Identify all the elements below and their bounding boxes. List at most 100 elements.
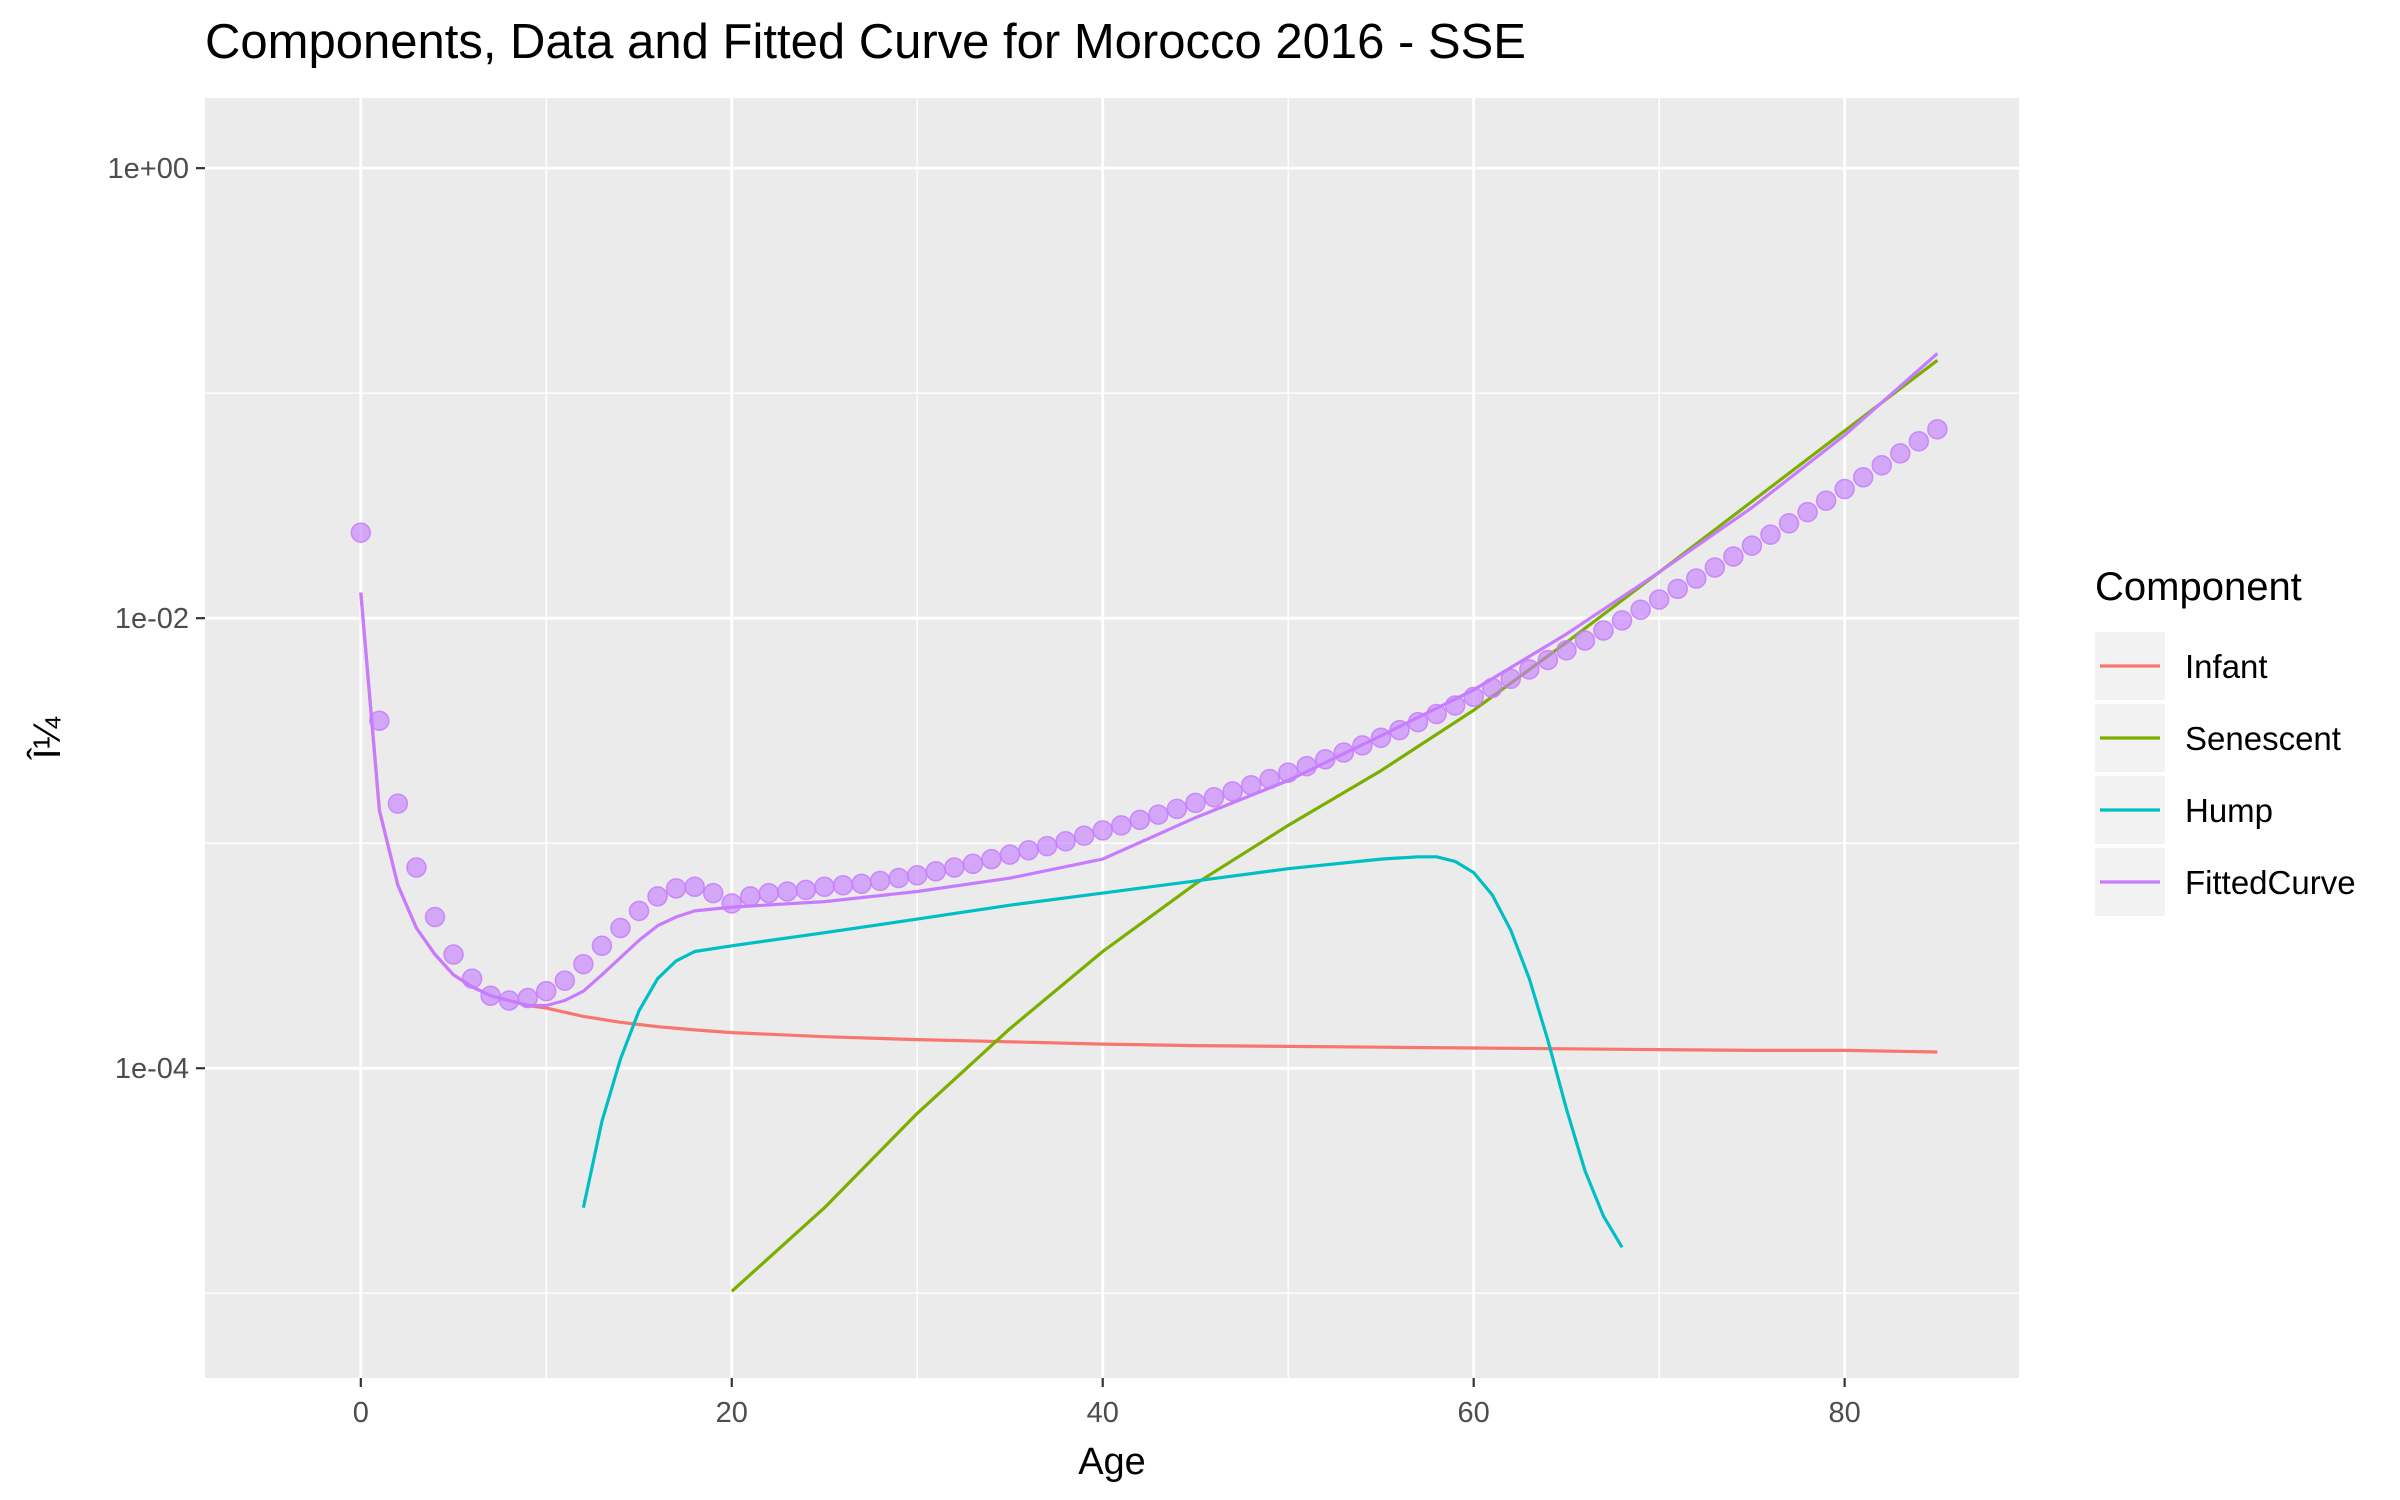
data-point [647, 886, 668, 907]
data-point [702, 882, 724, 904]
data-point [999, 844, 1021, 865]
y-tick-label: 1e-02 [115, 603, 189, 635]
legend-label-hump: Hump [2185, 792, 2273, 829]
data-point [906, 865, 928, 886]
data-point [1259, 768, 1280, 790]
data-point [573, 953, 594, 975]
x-tick-label: 0 [353, 1397, 369, 1429]
y-axis: 1e-04 1e-02 1e+00 [108, 153, 205, 1085]
data-point [424, 906, 446, 928]
data-point [1352, 735, 1373, 756]
x-tick-label: 60 [1458, 1397, 1490, 1429]
x-axis: 0 20 40 60 80 [353, 1378, 1861, 1429]
data-point [1222, 781, 1243, 802]
data-point [1890, 443, 1911, 464]
data-point [1426, 703, 1447, 725]
legend-items: Infant Senescent Hump FittedCurve [2095, 632, 2356, 916]
data-point [1333, 742, 1355, 763]
data-point [591, 935, 613, 957]
x-tick-label: 80 [1829, 1397, 1861, 1429]
data-point [1778, 513, 1800, 534]
data-point [869, 870, 891, 892]
plot-panel [205, 98, 2019, 1378]
data-point [1630, 599, 1651, 621]
data-point [740, 886, 761, 907]
data-point [832, 875, 854, 896]
data-point [1073, 825, 1095, 846]
data-point [1593, 620, 1614, 641]
data-point [1018, 840, 1039, 861]
data-point [406, 857, 427, 878]
data-point [1370, 727, 1392, 749]
legend-title: Component [2095, 565, 2302, 609]
data-point [498, 990, 520, 1011]
legend-label-infant: Infant [2185, 648, 2268, 685]
series-line-fittedcurve [359, 352, 1939, 1008]
x-tick-label: 40 [1087, 1397, 1119, 1429]
y-axis-title: Î¼ [26, 716, 69, 761]
data-point [684, 876, 705, 898]
series-line-hump [581, 855, 1624, 1249]
data-point [1185, 792, 1206, 814]
data-point [1500, 668, 1522, 690]
data-point [1036, 835, 1058, 857]
data-point [1296, 755, 1318, 777]
data-point [1055, 831, 1076, 852]
data-point [1389, 719, 1410, 741]
data-point [536, 980, 557, 1002]
data-point [1797, 501, 1818, 523]
legend: Component Infant Senescent Hump FittedCurve [2095, 565, 2356, 916]
data-point [1723, 546, 1744, 567]
series-line-senescent [730, 359, 1939, 1293]
data-point [962, 853, 984, 875]
data-point [1852, 466, 1874, 488]
legend-label-senescent: Senescent [2185, 720, 2341, 757]
major-grid [205, 98, 2019, 1378]
data-point [1240, 774, 1262, 796]
data-points [350, 419, 1948, 1011]
chart-title: Components, Data and Fitted Curve for Mo… [205, 15, 1526, 69]
data-point [517, 987, 538, 1009]
data-point [795, 879, 817, 901]
data-point [1686, 568, 1707, 589]
data-point [461, 968, 483, 989]
data-point [1871, 455, 1892, 476]
minor-grid [205, 98, 2019, 1378]
data-point [1111, 815, 1132, 836]
data-point [350, 522, 372, 543]
data-point [1704, 557, 1726, 578]
data-point [1611, 610, 1633, 631]
data-point [628, 900, 650, 922]
data-point [610, 917, 631, 939]
data-point [443, 944, 464, 965]
data-point [1927, 419, 1948, 440]
data-point [1407, 711, 1429, 733]
data-point [1203, 787, 1225, 808]
data-point [1760, 524, 1781, 545]
legend-label-fittedcurve: FittedCurve [2185, 864, 2356, 901]
data-point [1648, 589, 1670, 610]
data-point [758, 882, 780, 904]
x-axis-title: Age [1078, 1441, 1146, 1483]
data-point [1463, 686, 1484, 708]
data-point [1444, 695, 1466, 716]
data-point [1129, 809, 1151, 831]
data-point [1166, 798, 1188, 820]
data-point [981, 848, 1002, 870]
data-point [1667, 578, 1688, 600]
data-point [888, 867, 909, 889]
data-point [1834, 478, 1855, 500]
data-point [1481, 677, 1503, 699]
data-point [944, 857, 965, 878]
series-lines [359, 352, 1939, 1293]
data-point [1537, 649, 1559, 671]
data-point [925, 861, 947, 882]
data-point [369, 710, 390, 732]
data-point [1556, 640, 1577, 661]
data-point [1315, 749, 1336, 770]
data-point [721, 893, 743, 914]
data-point [1519, 659, 1540, 680]
data-point [480, 985, 501, 1006]
data-point [851, 873, 872, 895]
